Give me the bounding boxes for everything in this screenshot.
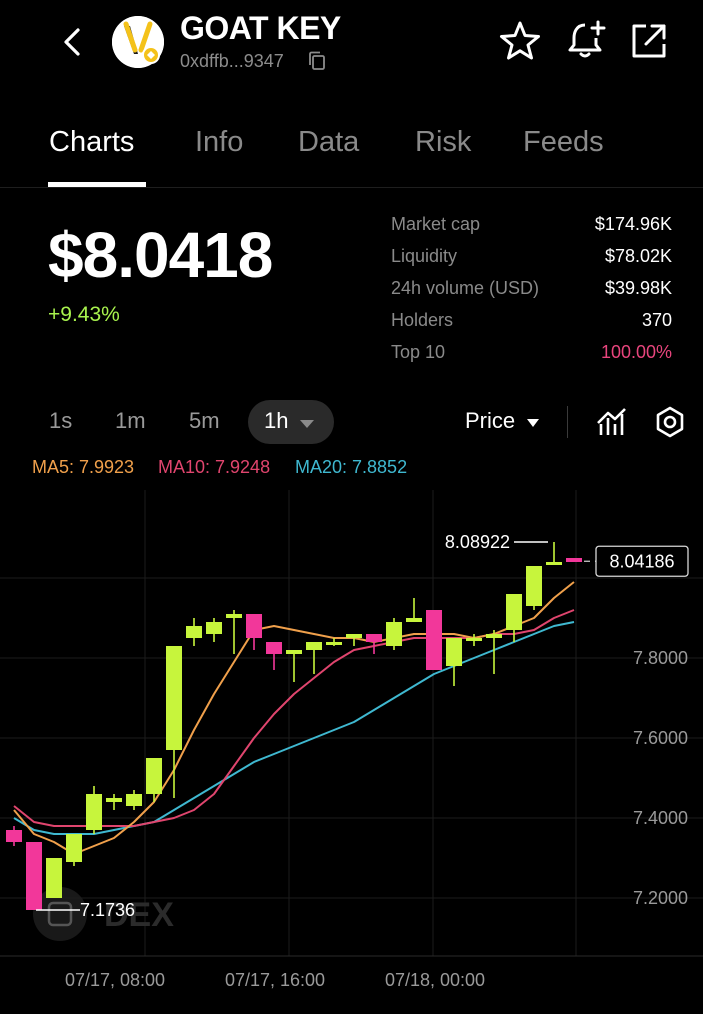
current-price-tag [595,545,689,577]
stat-label-holders: Holders [391,310,454,330]
candle-body [166,646,182,750]
tab-data[interactable]: Data [298,126,360,158]
candle-body [126,794,142,806]
timeframe-1s[interactable]: 1s [49,408,73,433]
candlestick-chart[interactable]: DEX 7.8000 7.6000 7.4000 7.2000 07/17, 08:00… [0,490,703,1014]
copy-icon[interactable] [306,50,328,72]
candle-body [466,638,482,641]
candle-body [46,858,62,898]
tab-charts[interactable]: Charts [49,126,135,158]
stat-label-top10: Top 10 [391,342,446,362]
settings-hexagon-icon [656,406,684,438]
stat-label-liquidity: Liquidity [391,246,458,266]
ma5-line [13,581,575,855]
timeframe-selector[interactable] [248,400,334,444]
candle-body [266,642,282,654]
token-logo [112,16,164,68]
chart-settings-button[interactable] [652,404,688,440]
candle-body [386,622,402,646]
toolbar-divider [567,406,568,438]
current-price: $8.0418 [48,219,273,291]
candle-body [486,634,502,638]
candle-body [346,634,362,638]
stat-label-volume: 24h volume (USD) [391,278,540,298]
tab-feeds[interactable]: Feeds [523,126,604,158]
candle-body [326,642,342,645]
caret-down-icon [527,419,539,427]
back-button[interactable] [56,22,92,62]
price-mode-select[interactable]: Price [465,408,516,433]
candle-body [66,834,82,862]
price-change: +9.43% [48,303,120,326]
x-tick-label: 07/17, 16:00 [225,970,325,990]
stat-value-liquidity: $78.02K [604,246,672,266]
y-tick-label: 7.2000 [633,888,688,908]
candle-body [26,842,42,910]
candle-body [526,566,542,606]
timeframe-selected[interactable]: 1h [264,408,289,433]
chevron-down-icon [300,420,314,428]
price-alert-button[interactable] [562,16,608,62]
x-tick-label: 07/18, 00:00 [385,970,485,990]
high-price-label: 8.08922 [445,532,510,552]
token-name: GOAT KEY [180,10,341,46]
stat-value-top10: 100.00% [600,342,672,362]
stat-value-market-cap: $174.96K [594,214,672,234]
favorite-button[interactable] [497,18,543,64]
candle-body [146,758,162,794]
tabs-divider [0,187,703,188]
candle-body [246,614,262,638]
indicator-chart-icon [597,408,626,435]
candle-body [206,622,222,634]
candle-body [426,610,442,670]
ma5-label: MA5: 7.9923 [32,457,135,477]
y-tick-label: 7.4000 [633,808,688,828]
candle-body [546,562,562,565]
share-button[interactable] [626,18,672,64]
dex-watermark: DEX [33,887,174,941]
x-tick-label: 07/17, 08:00 [65,970,165,990]
candle-body [186,626,202,638]
candle-body [286,650,302,654]
stat-value-volume: $39.98K [604,278,672,298]
active-tab-indicator [48,182,146,187]
candle-body [506,594,522,630]
back-icon [64,28,80,56]
stat-label-market-cap: Market cap [391,214,481,234]
tab-info[interactable]: Info [195,126,244,158]
ma10-line [13,609,575,827]
stat-value-holders: 370 [641,310,672,330]
candle-body [6,830,22,842]
candle-body [566,558,582,562]
star-icon [500,21,540,60]
share-icon [632,24,666,58]
candle-body [86,794,102,830]
candle-body [226,614,242,618]
low-price-label: 7.1736 [80,900,135,920]
candle-body [106,798,122,802]
candle-body [366,634,382,642]
candle-body [446,638,462,666]
ma10-label: MA10: 7.9248 [158,457,271,477]
bell-plus-icon [568,20,606,58]
ma20-line [13,621,575,835]
current-price-label: 8.04186 [609,551,674,571]
svg-text:DEX: DEX [104,896,174,934]
indicators-button[interactable] [594,404,630,440]
tab-risk[interactable]: Risk [415,126,472,158]
candle-body [306,642,322,650]
candle-body [406,618,422,622]
ma20-label: MA20: 7.8852 [295,457,408,477]
y-tick-label: 7.6000 [633,728,688,748]
timeframe-1m[interactable]: 1m [115,408,146,433]
y-tick-label: 7.8000 [633,648,688,668]
timeframe-5m[interactable]: 5m [189,408,220,433]
token-address: 0xdffb...9347 [180,51,284,71]
